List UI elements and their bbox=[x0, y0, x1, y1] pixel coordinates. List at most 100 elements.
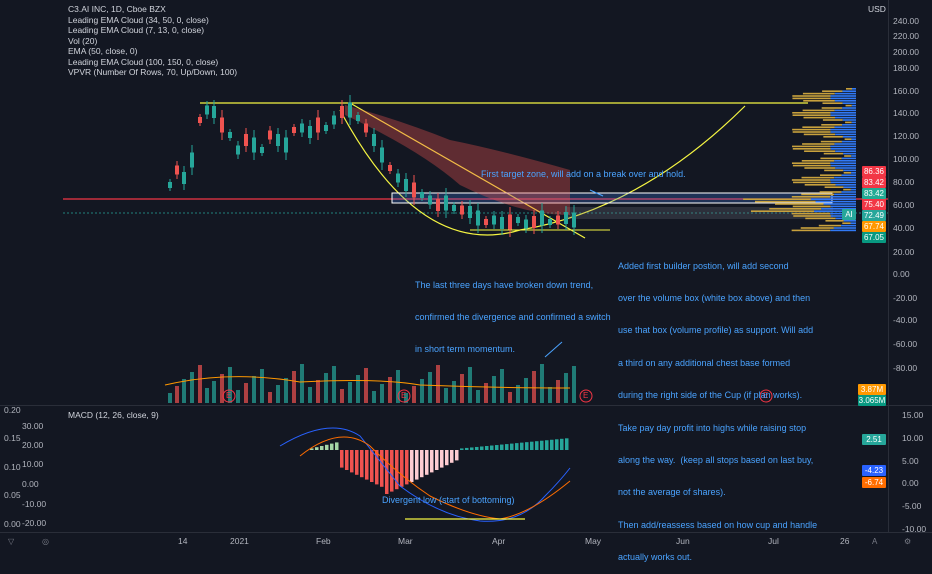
macd-histogram-bar bbox=[395, 450, 399, 490]
volume-bar bbox=[292, 371, 296, 403]
macd-left-top-tick: 0.20 bbox=[4, 405, 21, 415]
macd-histogram-bar bbox=[500, 444, 504, 450]
candle-body bbox=[572, 212, 576, 228]
macd-left-tick: 20.00 bbox=[22, 440, 44, 450]
volume-bar bbox=[508, 392, 512, 403]
volume-bar bbox=[220, 374, 224, 403]
vpvr-row bbox=[793, 181, 831, 184]
macd-histogram-bar bbox=[315, 447, 319, 450]
symbol-title[interactable]: C3.AI INC, 1D, Cboe BZX bbox=[68, 4, 166, 14]
macd-histogram-bar bbox=[550, 439, 554, 450]
macd-histogram-bar bbox=[515, 443, 519, 450]
candle-body bbox=[484, 219, 488, 225]
arrow-to-box bbox=[589, 189, 604, 197]
vpvr-row bbox=[835, 167, 856, 169]
volume-bar bbox=[252, 376, 256, 403]
vpvr-row bbox=[841, 157, 856, 160]
macd-badge: 2.51 bbox=[862, 434, 886, 445]
indicator-ema-cloud-100-150[interactable]: Leading EMA Cloud (100, 150, 0, close) bbox=[68, 56, 219, 67]
volume-bar bbox=[300, 364, 304, 403]
volume-bar bbox=[452, 381, 456, 403]
volume-bar bbox=[340, 389, 344, 403]
vpvr-row bbox=[815, 200, 856, 203]
macd-left-tick: -10.00 bbox=[22, 499, 47, 509]
indicator-ema-cloud-7-13[interactable]: Leading EMA Cloud (7, 13, 0, close) bbox=[68, 25, 205, 35]
macd-histogram-bar bbox=[460, 448, 464, 450]
macd-histogram-bar bbox=[510, 443, 514, 450]
volume-bar bbox=[548, 387, 552, 403]
vpvr-row bbox=[818, 224, 842, 227]
collapse-icon[interactable]: ◎ bbox=[42, 537, 49, 546]
macd-histogram-bar bbox=[380, 450, 384, 487]
volume-bar bbox=[228, 367, 232, 403]
vpvr-row bbox=[803, 100, 835, 102]
vpvr-row bbox=[830, 196, 856, 198]
vpvr-row bbox=[791, 162, 831, 164]
price-tick: -20.00 bbox=[893, 293, 918, 303]
earnings-e-3[interactable]: E bbox=[583, 391, 589, 400]
ema-cloud bbox=[345, 105, 570, 215]
earnings-e-2[interactable]: E bbox=[401, 391, 407, 400]
macd-histogram-bar bbox=[420, 450, 424, 478]
timezone-icon[interactable]: ▽ bbox=[8, 537, 15, 546]
price-badge: 67.74 bbox=[862, 221, 886, 232]
volume-bar bbox=[428, 372, 432, 403]
candle-body bbox=[380, 147, 384, 163]
earnings-e-1[interactable]: E bbox=[226, 391, 232, 400]
time-axis[interactable] bbox=[0, 532, 932, 551]
candle-body bbox=[388, 165, 392, 171]
volume-bar bbox=[404, 393, 408, 403]
volume-bar bbox=[380, 384, 384, 403]
earnings-e-4[interactable]: E bbox=[763, 391, 769, 400]
vpvr-row bbox=[819, 191, 842, 193]
macd-chart[interactable] bbox=[0, 406, 888, 532]
indicator-vpvr[interactable]: VPVR (Number Of Rows, 70, Up/Down, 100) bbox=[68, 67, 238, 77]
auto-scale-icon[interactable]: A bbox=[872, 537, 878, 546]
vpvr-row bbox=[841, 224, 856, 227]
candle-body bbox=[324, 125, 328, 131]
indicator-ema-cloud-34-50[interactable]: Leading EMA Cloud (34, 50, 0, close) bbox=[68, 14, 209, 25]
candle-body bbox=[420, 192, 424, 198]
price-tick: 140.00 bbox=[893, 108, 919, 118]
pane-separator[interactable] bbox=[0, 405, 932, 406]
macd-histogram-bar bbox=[555, 439, 559, 450]
vpvr-row bbox=[801, 193, 835, 196]
vpvr-row bbox=[835, 184, 856, 186]
divergent-note[interactable]: Divergent low (start of bottoming) bbox=[382, 495, 515, 505]
vpvr-row bbox=[830, 148, 856, 150]
vpvr-row bbox=[843, 188, 851, 191]
target-note[interactable]: First target zone, will add on a break o… bbox=[481, 169, 686, 179]
signal-line bbox=[299, 436, 571, 520]
candle-body bbox=[428, 195, 432, 205]
macd-histogram-bar bbox=[400, 450, 404, 487]
macd-histogram-bar bbox=[505, 444, 509, 450]
vpvr-row bbox=[830, 128, 856, 131]
macd-histogram-bar bbox=[390, 450, 394, 492]
volume-badge: 3.065M bbox=[858, 395, 886, 406]
vpvr-row bbox=[800, 227, 834, 229]
volume-bar bbox=[500, 369, 504, 403]
currency-label[interactable]: USD bbox=[868, 4, 886, 14]
macd-histogram-bar bbox=[330, 443, 334, 450]
price-chart[interactable] bbox=[0, 0, 888, 405]
price-scale[interactable] bbox=[888, 0, 932, 532]
candle-body bbox=[532, 216, 536, 228]
macd-histogram-bar bbox=[350, 450, 354, 473]
vpvr-row bbox=[830, 179, 856, 181]
volume-bar bbox=[412, 386, 416, 403]
vpvr-row bbox=[803, 133, 836, 136]
vpvr-row bbox=[830, 95, 856, 97]
macd-histogram bbox=[310, 438, 569, 494]
indicator-volume[interactable]: Vol (20) bbox=[68, 35, 98, 46]
candle-body bbox=[412, 182, 416, 198]
settings-icon[interactable]: ⚙ bbox=[904, 537, 912, 546]
macd-histogram-bar bbox=[430, 450, 434, 473]
candle-body bbox=[516, 217, 520, 223]
macd-title[interactable]: MACD (12, 26, close, 9) bbox=[68, 410, 159, 420]
price-badge: 67.05 bbox=[862, 232, 886, 243]
trend-note[interactable]: The last three days have broken down tre… bbox=[415, 279, 611, 355]
vpvr-row bbox=[830, 162, 856, 164]
macd-left-tick: -20.00 bbox=[22, 518, 47, 528]
indicator-ema-50[interactable]: EMA (50, close, 0) bbox=[68, 46, 138, 56]
macd-histogram-bar bbox=[560, 438, 564, 450]
